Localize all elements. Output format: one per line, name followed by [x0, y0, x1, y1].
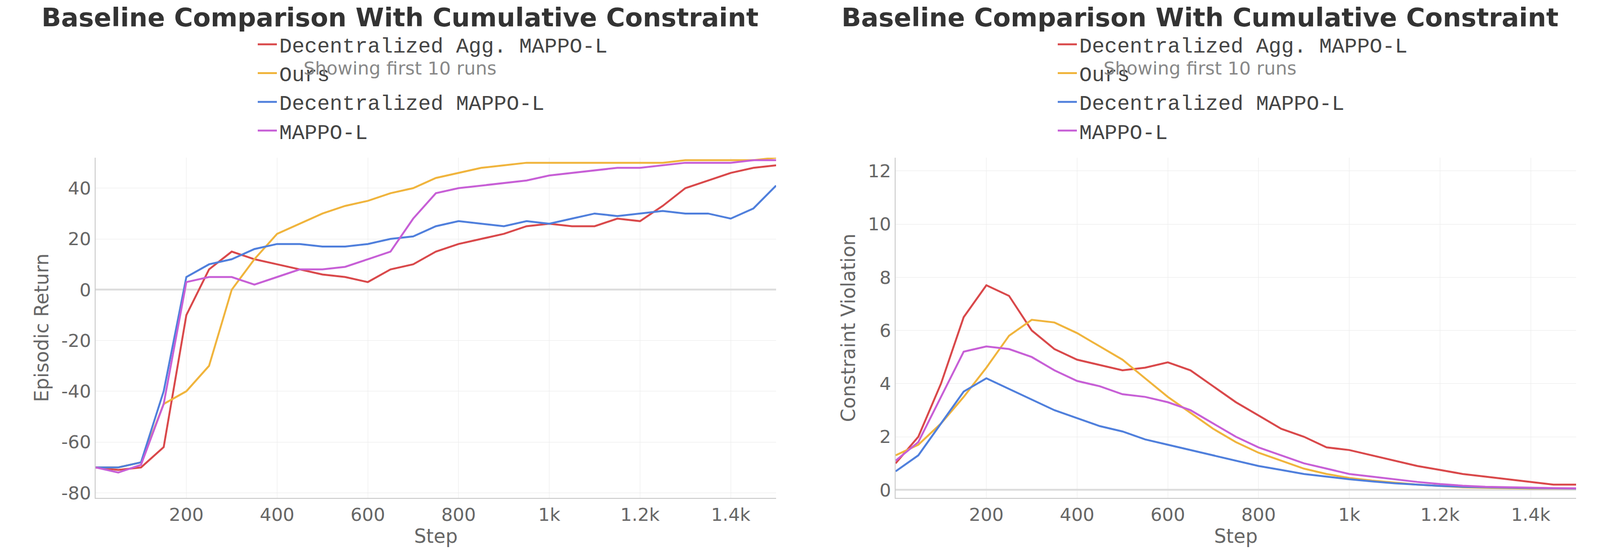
- svg-text:Decentralized Agg. MAPPO-L: Decentralized Agg. MAPPO-L: [1079, 34, 1408, 59]
- svg-text:800: 800: [1241, 504, 1277, 526]
- svg-text:400: 400: [1059, 504, 1095, 526]
- svg-text:0: 0: [879, 480, 891, 502]
- svg-text:Ours: Ours: [279, 63, 330, 88]
- svg-text:Decentralized MAPPO-L: Decentralized MAPPO-L: [279, 92, 545, 117]
- svg-text:1k: 1k: [538, 504, 561, 526]
- svg-text:Showing first 10 runs: Showing first 10 runs: [1103, 57, 1297, 79]
- svg-text:200: 200: [968, 504, 1004, 526]
- svg-text:600: 600: [350, 504, 386, 526]
- svg-text:Showing first 10 runs: Showing first 10 runs: [303, 57, 497, 79]
- svg-text:40: 40: [67, 177, 91, 199]
- svg-text:Ours: Ours: [1079, 63, 1130, 88]
- svg-text:800: 800: [441, 504, 477, 526]
- svg-text:-20: -20: [61, 330, 91, 352]
- svg-text:Decentralized MAPPO-L: Decentralized MAPPO-L: [1079, 92, 1345, 117]
- svg-text:1.2k: 1.2k: [1420, 504, 1460, 526]
- svg-text:1.2k: 1.2k: [620, 504, 660, 526]
- svg-text:Constraint Violation: Constraint Violation: [837, 233, 860, 423]
- svg-text:1.4k: 1.4k: [1511, 504, 1551, 526]
- svg-text:1.4k: 1.4k: [711, 504, 751, 526]
- svg-text:MAPPO-L: MAPPO-L: [279, 121, 368, 146]
- svg-text:600: 600: [1150, 504, 1186, 526]
- svg-text:1k: 1k: [1338, 504, 1361, 526]
- svg-text:400: 400: [259, 504, 295, 526]
- svg-text:Decentralized Agg. MAPPO-L: Decentralized Agg. MAPPO-L: [279, 34, 608, 59]
- svg-text:6: 6: [879, 320, 891, 342]
- svg-text:2: 2: [879, 426, 891, 448]
- svg-text:10: 10: [867, 213, 891, 235]
- svg-text:Episodic Return: Episodic Return: [30, 253, 53, 403]
- svg-text:8: 8: [879, 267, 891, 289]
- svg-text:200: 200: [168, 504, 204, 526]
- svg-text:Step: Step: [414, 525, 458, 548]
- svg-text:4: 4: [879, 373, 891, 395]
- svg-text:-60: -60: [61, 431, 91, 453]
- svg-text:0: 0: [79, 279, 91, 301]
- svg-text:Baseline Comparison With Cumul: Baseline Comparison With Cumulative Cons…: [841, 2, 1559, 33]
- svg-text:Baseline Comparison With Cumul: Baseline Comparison With Cumulative Cons…: [41, 2, 759, 33]
- svg-text:-80: -80: [61, 482, 91, 505]
- svg-text:20: 20: [67, 228, 91, 250]
- svg-text:-40: -40: [61, 381, 91, 403]
- svg-text:12: 12: [867, 160, 891, 182]
- svg-text:MAPPO-L: MAPPO-L: [1079, 121, 1168, 146]
- svg-text:Step: Step: [1214, 525, 1258, 548]
